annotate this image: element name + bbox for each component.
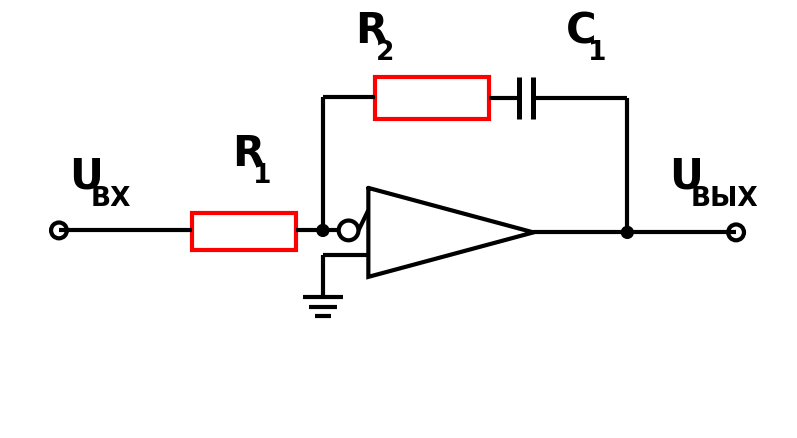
Text: U: U: [69, 156, 103, 198]
Text: 1: 1: [253, 163, 271, 189]
Text: ВХ: ВХ: [91, 186, 131, 212]
Bar: [375, 77, 489, 119]
Text: C: C: [566, 11, 597, 53]
Circle shape: [622, 226, 634, 238]
Text: ВЫХ: ВЫХ: [690, 186, 759, 212]
Text: R: R: [232, 133, 264, 175]
Text: R: R: [355, 11, 387, 53]
Circle shape: [317, 225, 329, 237]
Text: U: U: [669, 156, 703, 198]
Text: 2: 2: [376, 40, 395, 66]
Text: 1: 1: [588, 40, 607, 66]
Bar: [192, 212, 296, 250]
